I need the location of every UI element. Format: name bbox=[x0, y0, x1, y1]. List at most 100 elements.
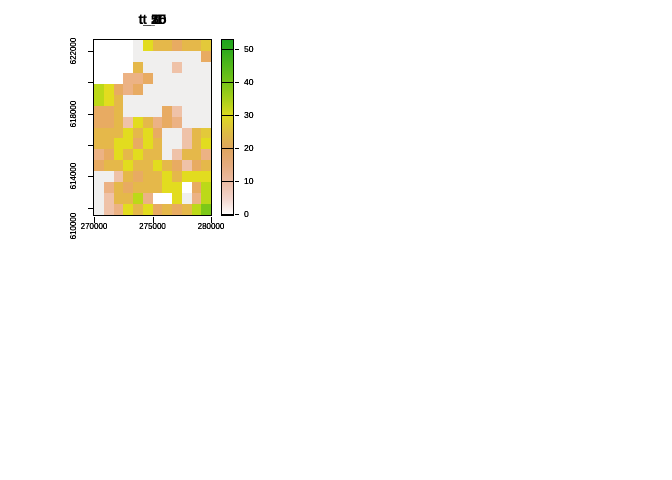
raster-cell bbox=[181, 182, 192, 194]
raster-cell bbox=[172, 116, 182, 128]
raster-cell bbox=[94, 171, 104, 183]
raster-cell bbox=[152, 72, 163, 84]
raster-cell bbox=[113, 127, 124, 139]
raster-cell bbox=[133, 138, 143, 150]
panel-title: t_25 bbox=[138, 11, 167, 27]
legend-tick-line bbox=[222, 114, 233, 116]
raster-cell bbox=[123, 61, 133, 73]
raster-cell bbox=[181, 138, 192, 150]
legend-tick-label: 0 bbox=[244, 209, 249, 219]
raster-cell bbox=[191, 83, 202, 95]
raster-cell bbox=[94, 83, 104, 95]
raster-cell bbox=[162, 204, 172, 215]
raster-cell bbox=[142, 50, 153, 62]
panel-title: t_50 bbox=[138, 11, 167, 27]
plot-area: 622000 618000 614000 610000 270000 275000 2800… bbox=[69, 37, 224, 239]
raster-grid bbox=[94, 40, 211, 215]
raster-cell bbox=[152, 193, 163, 205]
legend-tick-label: 40 bbox=[244, 76, 254, 87]
y-axis-tick bbox=[88, 144, 94, 146]
raster-cell bbox=[191, 61, 202, 73]
raster-cell bbox=[113, 160, 124, 172]
x-axis-label: 275000 bbox=[139, 222, 166, 231]
raster-cell bbox=[113, 149, 124, 161]
raster-cell bbox=[133, 72, 143, 84]
raster-cell bbox=[181, 204, 192, 215]
raster-cell bbox=[103, 149, 114, 161]
raster-cell bbox=[172, 182, 182, 194]
legend-tick-line bbox=[222, 148, 233, 150]
raster-cell bbox=[181, 116, 192, 128]
raster-cell bbox=[123, 138, 133, 150]
raster-cell bbox=[103, 171, 114, 183]
raster-cell bbox=[142, 72, 153, 84]
raster-cell bbox=[94, 40, 104, 51]
raster-cell bbox=[172, 204, 182, 215]
y-axis-tick bbox=[88, 113, 94, 115]
raster-cell bbox=[123, 105, 133, 117]
legend-tick-label: 10 bbox=[244, 175, 254, 186]
raster-cell bbox=[103, 204, 114, 215]
raster-cell bbox=[181, 149, 192, 161]
raster-cell bbox=[113, 182, 124, 194]
raster-cell bbox=[133, 149, 143, 161]
raster-cell bbox=[162, 116, 172, 128]
raster-cell bbox=[162, 94, 172, 106]
raster-cell bbox=[103, 127, 114, 139]
raster-cell bbox=[162, 182, 172, 194]
raster-cell bbox=[162, 149, 172, 161]
legend-tick-line bbox=[222, 214, 233, 215]
y-axis-tick bbox=[88, 82, 94, 83]
legend-tick bbox=[235, 48, 239, 50]
raster-cell bbox=[201, 193, 211, 205]
legend-tick-label: 30 bbox=[244, 109, 254, 120]
raster-cell bbox=[103, 83, 114, 95]
raster-cell bbox=[123, 40, 133, 51]
x-axis-label: 270000 bbox=[80, 222, 108, 231]
legend-tick-label: 0 bbox=[244, 209, 249, 219]
raster-cell bbox=[181, 83, 192, 95]
raster-cell bbox=[172, 72, 182, 84]
legend-tick-line bbox=[222, 180, 233, 182]
legend-tick-label: 20 bbox=[244, 143, 254, 154]
raster-cell bbox=[162, 105, 172, 117]
raster-cell bbox=[201, 83, 211, 95]
raster-cell bbox=[103, 61, 114, 73]
raster-cell bbox=[191, 50, 202, 62]
legend-tick-label: 20 bbox=[244, 143, 254, 154]
raster-cell bbox=[103, 138, 114, 150]
legend-tick-label: 30 bbox=[244, 109, 254, 120]
raster-cell bbox=[152, 40, 163, 51]
raster-cell bbox=[191, 182, 202, 194]
legend-tick-label: 50 bbox=[244, 43, 254, 54]
raster-cell bbox=[94, 72, 104, 84]
raster-cell bbox=[181, 105, 192, 117]
raster-cell bbox=[191, 193, 202, 205]
raster-cell bbox=[142, 116, 153, 128]
raster-cell bbox=[113, 83, 124, 95]
raster-cell bbox=[191, 127, 202, 139]
raster-cell bbox=[172, 83, 182, 95]
legend-tick-label: 20 bbox=[244, 143, 254, 154]
raster-cell bbox=[123, 116, 133, 128]
raster-cell bbox=[152, 149, 163, 161]
raster-cell bbox=[133, 193, 143, 205]
raster-cell bbox=[133, 116, 143, 128]
x-axis-label: 275000 bbox=[139, 222, 166, 231]
raster-cell bbox=[191, 160, 202, 172]
raster-cell bbox=[103, 116, 114, 128]
raster-cell bbox=[201, 116, 211, 128]
raster-cell bbox=[201, 149, 211, 161]
raster-cell bbox=[152, 160, 163, 172]
legend-tick-line bbox=[222, 48, 233, 50]
raster-cell bbox=[94, 138, 104, 150]
raster-cell bbox=[123, 83, 133, 95]
raster-cell bbox=[152, 83, 163, 95]
raster-cell bbox=[113, 40, 124, 51]
raster-cell bbox=[113, 116, 124, 128]
raster-cell bbox=[133, 40, 143, 51]
raster-cell bbox=[191, 72, 202, 84]
raster-cell bbox=[172, 149, 182, 161]
raster-cell bbox=[94, 160, 104, 172]
raster-cell bbox=[142, 193, 153, 205]
